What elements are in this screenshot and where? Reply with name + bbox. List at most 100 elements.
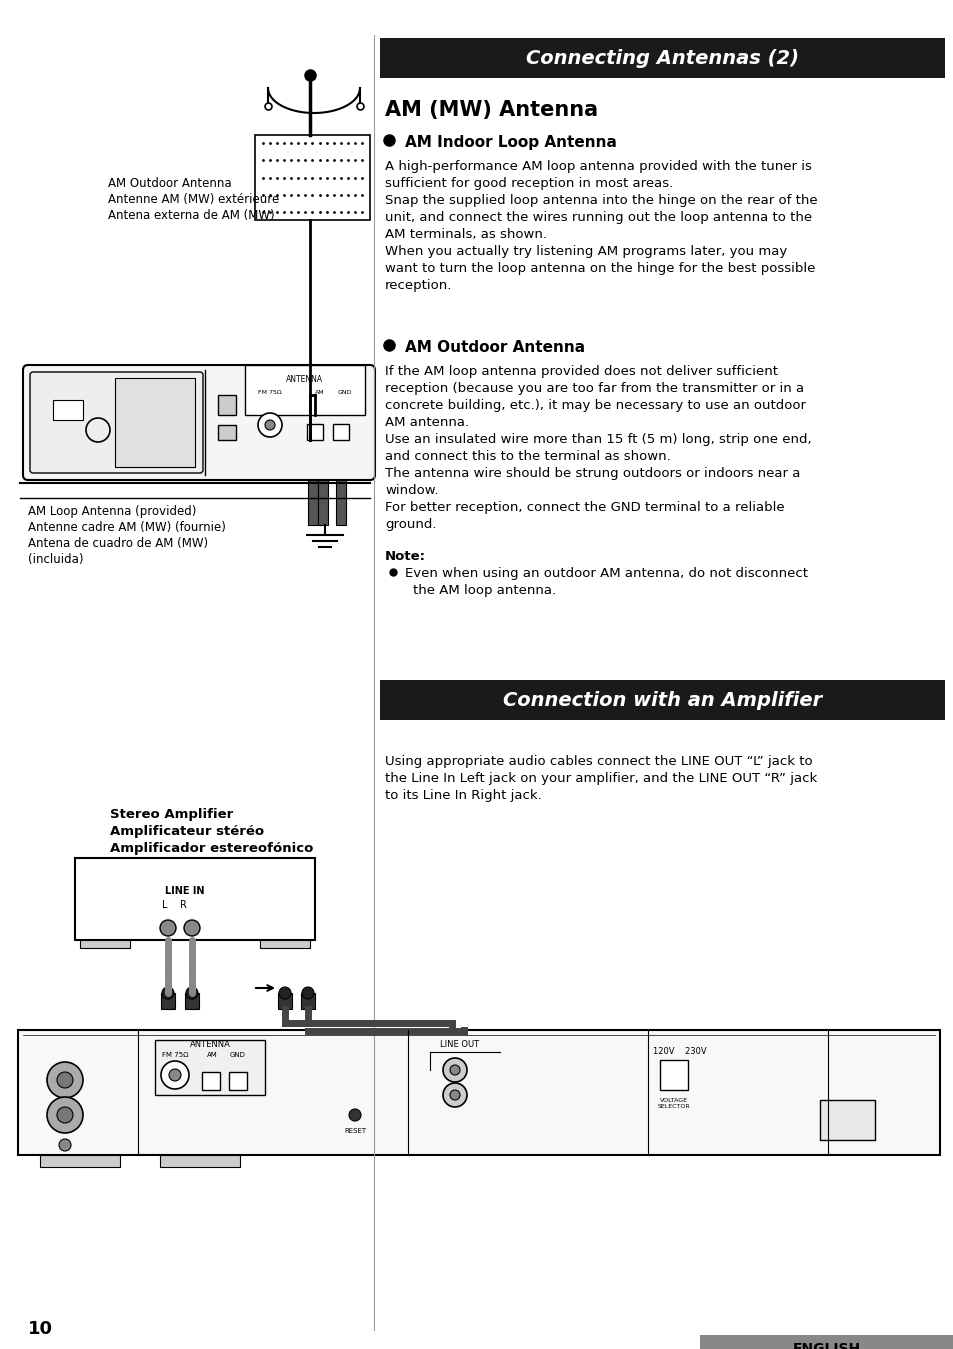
Text: ANTENNA: ANTENNA bbox=[286, 375, 323, 384]
Text: concrete building, etc.), it may be necessary to use an outdoor: concrete building, etc.), it may be nece… bbox=[385, 399, 805, 411]
Bar bbox=[75, 858, 314, 940]
Circle shape bbox=[186, 987, 198, 1000]
Text: ENGLISH: ENGLISH bbox=[792, 1342, 861, 1349]
Text: (incluida): (incluida) bbox=[28, 553, 84, 567]
Text: Antenne cadre AM (MW) (fournie): Antenne cadre AM (MW) (fournie) bbox=[28, 521, 226, 534]
Bar bbox=[820, 1099, 874, 1140]
Bar bbox=[379, 680, 944, 720]
FancyBboxPatch shape bbox=[23, 366, 375, 480]
Text: Use an insulated wire more than 15 ft (5 m) long, strip one end,: Use an insulated wire more than 15 ft (5… bbox=[385, 433, 811, 447]
Circle shape bbox=[59, 1139, 71, 1151]
Text: AM: AM bbox=[314, 390, 324, 395]
Text: FM 75Ω: FM 75Ω bbox=[258, 390, 281, 395]
Text: sufficient for good reception in most areas.: sufficient for good reception in most ar… bbox=[385, 177, 673, 190]
Bar bbox=[202, 1072, 220, 1090]
Bar bbox=[18, 1031, 939, 1155]
Text: LINE IN: LINE IN bbox=[165, 886, 205, 896]
Text: If the AM loop antenna provided does not deliver sufficient: If the AM loop antenna provided does not… bbox=[385, 366, 778, 378]
Bar bbox=[161, 993, 174, 1009]
Text: unit, and connect the wires running out the loop antenna to the: unit, and connect the wires running out … bbox=[385, 210, 811, 224]
Text: AM antenna.: AM antenna. bbox=[385, 415, 469, 429]
Bar bbox=[335, 480, 346, 525]
Text: Stereo Amplifier: Stereo Amplifier bbox=[110, 808, 233, 822]
Circle shape bbox=[169, 1068, 181, 1081]
Circle shape bbox=[161, 1062, 189, 1089]
Text: AM Indoor Loop Antenna: AM Indoor Loop Antenna bbox=[405, 135, 617, 150]
Text: L    R: L R bbox=[161, 900, 186, 911]
Text: Connection with an Amplifier: Connection with an Amplifier bbox=[502, 691, 821, 710]
Bar bbox=[254, 135, 370, 220]
Text: For better reception, connect the GND terminal to a reliable: For better reception, connect the GND te… bbox=[385, 500, 783, 514]
Bar bbox=[115, 378, 194, 467]
Bar bbox=[154, 1040, 265, 1095]
Text: GND: GND bbox=[337, 390, 352, 395]
Circle shape bbox=[47, 1062, 83, 1098]
Bar bbox=[379, 38, 944, 78]
Text: AM (MW) Antenna: AM (MW) Antenna bbox=[385, 100, 598, 120]
Circle shape bbox=[302, 987, 314, 1000]
Text: reception (because you are too far from the transmitter or in a: reception (because you are too far from … bbox=[385, 382, 803, 395]
Text: reception.: reception. bbox=[385, 279, 452, 291]
Text: want to turn the loop antenna on the hinge for the best possible: want to turn the loop antenna on the hin… bbox=[385, 262, 815, 275]
Circle shape bbox=[57, 1108, 73, 1122]
Bar bbox=[277, 993, 292, 1009]
Circle shape bbox=[442, 1083, 467, 1108]
Bar bbox=[301, 993, 314, 1009]
Text: Using appropriate audio cables connect the LINE OUT “L” jack to: Using appropriate audio cables connect t… bbox=[385, 755, 812, 768]
Text: RESET: RESET bbox=[344, 1128, 366, 1135]
Circle shape bbox=[349, 1109, 360, 1121]
Text: FM 75Ω: FM 75Ω bbox=[162, 1052, 188, 1058]
Text: Connecting Antennas (2): Connecting Antennas (2) bbox=[525, 49, 799, 67]
Text: Antena externa de AM (MW): Antena externa de AM (MW) bbox=[108, 209, 274, 223]
Bar bbox=[160, 1155, 240, 1167]
Text: Even when using an outdoor AM antenna, do not disconnect: Even when using an outdoor AM antenna, d… bbox=[405, 567, 807, 580]
Bar bbox=[0, 1330, 953, 1349]
Text: the AM loop antenna.: the AM loop antenna. bbox=[413, 584, 556, 598]
Circle shape bbox=[47, 1097, 83, 1133]
Circle shape bbox=[160, 920, 175, 936]
Bar bbox=[700, 1336, 953, 1349]
Text: Amplificateur stéréo: Amplificateur stéréo bbox=[110, 826, 264, 838]
Text: LINE OUT: LINE OUT bbox=[440, 1040, 479, 1050]
Text: Antena de cuadro de AM (MW): Antena de cuadro de AM (MW) bbox=[28, 537, 208, 550]
Text: Antenne AM (MW) extérieure: Antenne AM (MW) extérieure bbox=[108, 193, 279, 206]
Text: Snap the supplied loop antenna into the hinge on the rear of the: Snap the supplied loop antenna into the … bbox=[385, 194, 817, 206]
Bar bbox=[80, 940, 130, 948]
Text: VOLTAGE
SELECTOR: VOLTAGE SELECTOR bbox=[657, 1098, 690, 1109]
FancyBboxPatch shape bbox=[30, 372, 203, 473]
Bar bbox=[308, 480, 317, 525]
Text: AM Outdoor Antenna: AM Outdoor Antenna bbox=[108, 177, 232, 190]
Text: 120V    230V: 120V 230V bbox=[653, 1047, 706, 1056]
Bar bbox=[659, 1060, 687, 1090]
Bar bbox=[229, 1072, 247, 1090]
Bar bbox=[317, 480, 328, 525]
Bar bbox=[40, 1155, 120, 1167]
Text: ground.: ground. bbox=[385, 518, 436, 532]
Text: Amplificador estereofónico: Amplificador estereofónico bbox=[110, 842, 313, 855]
Circle shape bbox=[442, 1058, 467, 1082]
Circle shape bbox=[257, 413, 282, 437]
Circle shape bbox=[57, 1072, 73, 1089]
Text: AM Loop Antenna (provided): AM Loop Antenna (provided) bbox=[28, 505, 196, 518]
Text: to its Line In Right jack.: to its Line In Right jack. bbox=[385, 789, 541, 803]
Circle shape bbox=[450, 1064, 459, 1075]
Text: When you actually try listening AM programs later, you may: When you actually try listening AM progr… bbox=[385, 246, 786, 258]
Text: the Line In Left jack on your amplifier, and the LINE OUT “R” jack: the Line In Left jack on your amplifier,… bbox=[385, 772, 817, 785]
Text: Note:: Note: bbox=[385, 550, 426, 563]
Bar bbox=[218, 395, 235, 415]
Text: window.: window. bbox=[385, 484, 438, 496]
Text: 10: 10 bbox=[28, 1321, 53, 1338]
Circle shape bbox=[278, 987, 291, 1000]
Bar bbox=[185, 993, 199, 1009]
Text: AM terminals, as shown.: AM terminals, as shown. bbox=[385, 228, 546, 241]
Circle shape bbox=[184, 920, 200, 936]
Text: ANTENNA: ANTENNA bbox=[190, 1040, 231, 1050]
Circle shape bbox=[162, 987, 173, 1000]
Text: A high-performance AM loop antenna provided with the tuner is: A high-performance AM loop antenna provi… bbox=[385, 161, 811, 173]
Bar bbox=[307, 424, 323, 440]
Bar bbox=[218, 425, 235, 440]
Text: AM Outdoor Antenna: AM Outdoor Antenna bbox=[405, 340, 584, 355]
Circle shape bbox=[265, 420, 274, 430]
Bar bbox=[245, 366, 365, 415]
Bar bbox=[260, 940, 310, 948]
